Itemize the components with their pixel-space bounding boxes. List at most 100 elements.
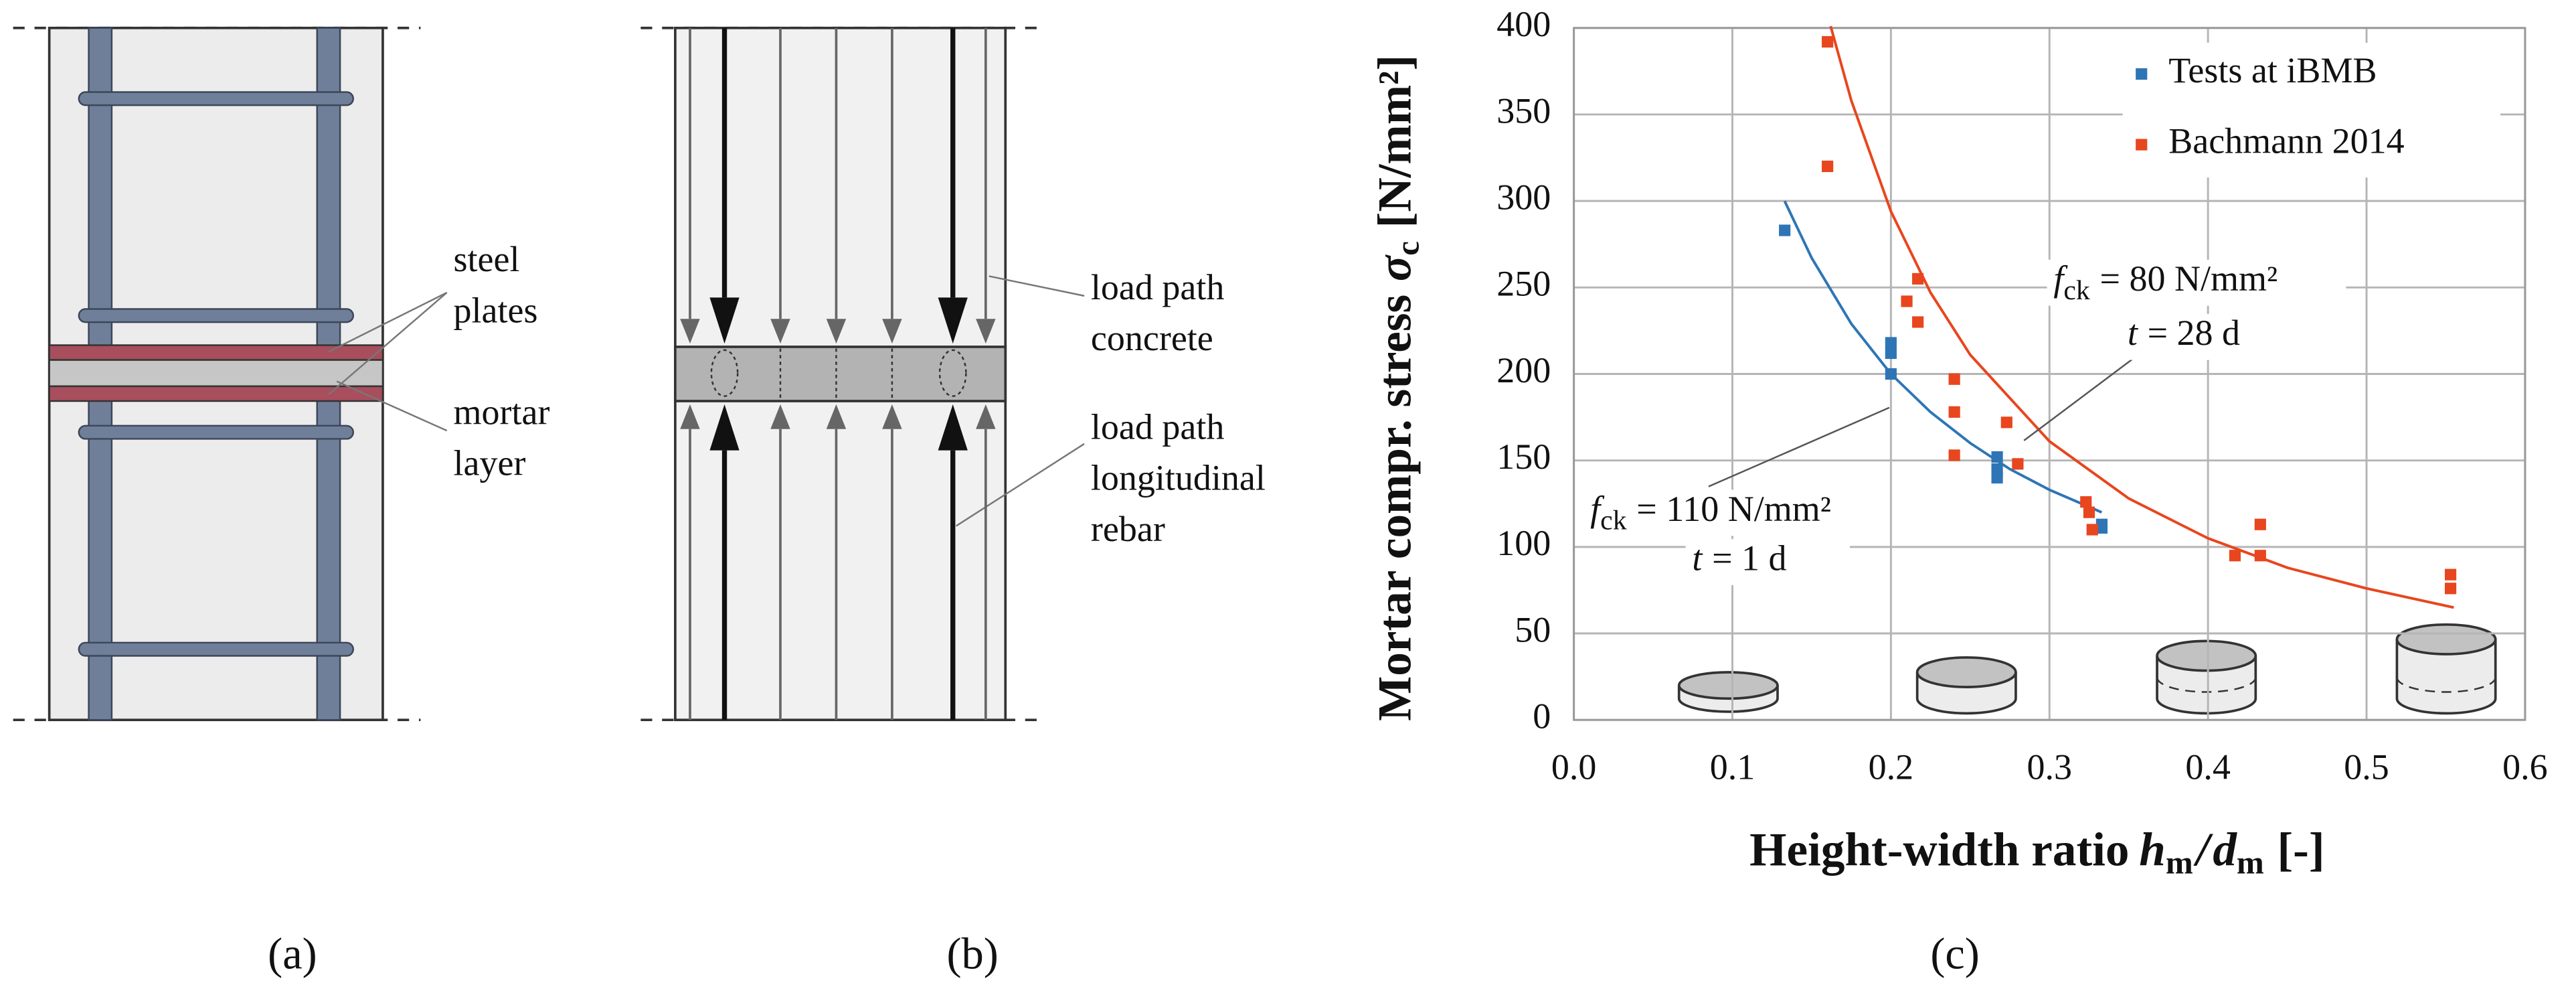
label-part: c — [1389, 241, 1426, 256]
arrow-head — [938, 297, 968, 344]
label-part: = 80 N/mm² — [2100, 259, 2278, 299]
x-axis-title: Height-width ratio hm / dm [-] — [1749, 824, 2324, 881]
data-point — [2083, 506, 2095, 518]
diagram-label: steel — [454, 239, 520, 279]
stirrup — [78, 425, 354, 440]
plot-frame — [1573, 27, 2526, 721]
arrow-head — [976, 319, 996, 344]
diagram-label: plates — [454, 290, 538, 330]
data-point — [1991, 463, 2003, 475]
arrow-head — [882, 404, 902, 429]
panel-label: (a) — [268, 929, 317, 978]
arrow-head — [826, 319, 847, 344]
x-tick-label: 0.4 — [2185, 747, 2231, 787]
diagram-b — [640, 26, 1085, 722]
specimen-icons — [1677, 623, 2497, 715]
arrow-head — [680, 404, 700, 429]
data-point — [2444, 583, 2457, 595]
leader — [955, 443, 1085, 527]
arrow-head — [770, 404, 790, 429]
label-part: t — [2128, 313, 2139, 354]
annotation: t = 28 d — [2128, 313, 2240, 354]
label-part: d — [2213, 824, 2237, 876]
data-point — [2229, 550, 2241, 562]
data-point — [1912, 316, 1924, 328]
label-part: = 110 N/mm² — [1636, 489, 1831, 529]
mortar-layer — [48, 359, 384, 388]
data-point — [2012, 458, 2024, 470]
data-point — [2254, 550, 2266, 562]
annotation-bg — [1685, 539, 1851, 585]
stirrup — [78, 308, 354, 323]
diagram-label: load path — [1091, 267, 1224, 307]
data-point — [2086, 524, 2098, 536]
arrow-head — [976, 404, 996, 429]
annotation-bg — [2047, 259, 2346, 306]
trend-line — [1829, 25, 2454, 609]
diagram-label: rebar — [1091, 509, 1165, 549]
label-part: ck — [1600, 505, 1627, 536]
x-tick-label: 0.3 — [2027, 747, 2073, 787]
arrow-head — [770, 319, 790, 344]
legend-box — [2122, 42, 2501, 178]
diagram-label: longitudinal — [1091, 458, 1266, 498]
data-point — [1885, 347, 1897, 360]
leader — [328, 292, 448, 396]
label-part: σ — [1369, 254, 1422, 281]
label-part: t — [1692, 538, 1703, 579]
arrow-head — [826, 404, 847, 429]
data-point — [1822, 160, 1834, 173]
bulge — [938, 349, 967, 397]
legend-label: Bachmann 2014 — [2168, 121, 2404, 161]
data-point — [1991, 471, 2003, 484]
data-point — [1948, 449, 1960, 461]
legend-marker — [2136, 139, 2148, 151]
cylinder-icon — [2395, 623, 2497, 715]
arrow-head — [680, 319, 700, 344]
y-tick-label: 100 — [1496, 523, 1551, 563]
data-point — [1991, 451, 2003, 463]
leader — [989, 275, 1085, 297]
data-point — [2444, 568, 2457, 581]
leader — [2023, 356, 2136, 441]
label-part: = 28 d — [2148, 313, 2240, 354]
label-part: / — [2193, 824, 2214, 876]
panel-label: (b) — [947, 929, 999, 978]
diagram-label: concrete — [1091, 318, 1213, 358]
cylinder-icon — [2156, 639, 2257, 715]
arrow-head — [709, 297, 740, 344]
label-part: Height-width ratio — [1749, 824, 2129, 876]
y-tick-label: 50 — [1515, 609, 1551, 649]
data-point — [1885, 337, 1897, 349]
data-point — [2095, 522, 2108, 534]
bulge — [710, 349, 739, 397]
stirrup — [78, 91, 354, 106]
x-tick-label: 0.0 — [1551, 747, 1597, 787]
label-part: Mortar compr. stress — [1369, 295, 1422, 721]
y-tick-label: 400 — [1496, 4, 1551, 44]
y-tick-label: 200 — [1496, 350, 1551, 390]
annotation-bg — [2121, 313, 2286, 360]
data-point — [1822, 35, 1834, 48]
data-point — [1779, 224, 1791, 236]
x-tick-label: 0.5 — [2344, 747, 2389, 787]
data-point — [1885, 368, 1897, 380]
label-part: m — [2166, 844, 2193, 881]
stirrup — [78, 641, 354, 657]
y-tick-label: 300 — [1496, 177, 1551, 218]
y-tick-label: 0 — [1533, 696, 1551, 737]
panel-label: (c) — [1930, 929, 1980, 978]
steel-plate — [48, 385, 384, 402]
annotation-bg — [1583, 489, 1883, 536]
data-point — [1901, 295, 1913, 307]
y-tick-label: 150 — [1496, 437, 1551, 477]
arrow-head — [882, 319, 902, 344]
leader — [1708, 406, 1890, 487]
label-part: = 1 d — [1712, 538, 1786, 579]
diagram-label: layer — [454, 443, 526, 483]
legend-label: Tests at iBMB — [2168, 50, 2377, 90]
diagram-a — [13, 26, 448, 722]
data-point — [1948, 373, 1960, 385]
